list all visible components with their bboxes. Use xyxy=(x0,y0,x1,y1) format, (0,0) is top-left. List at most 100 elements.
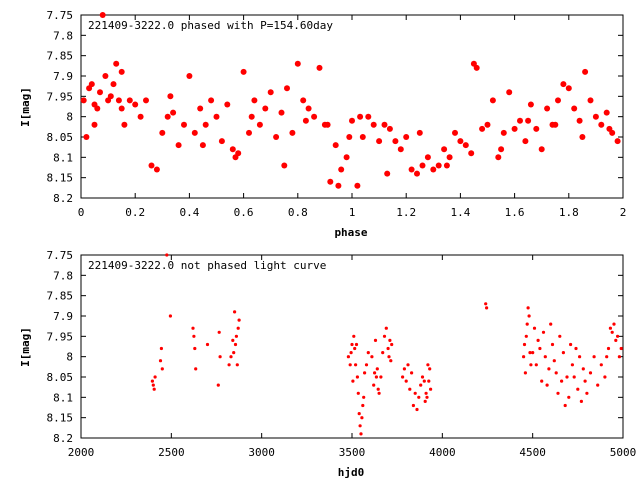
x-tick-label: 1.6 xyxy=(505,206,525,219)
data-point xyxy=(118,105,125,112)
x-tick-label: 4000 xyxy=(429,446,456,459)
y-tick-label: 7.95 xyxy=(47,330,74,343)
x-tick-label: 4500 xyxy=(519,446,546,459)
data-point xyxy=(237,318,241,322)
data-point xyxy=(606,346,611,351)
data-point xyxy=(558,334,562,338)
data-point xyxy=(389,359,393,363)
data-point xyxy=(517,117,523,124)
y-tick-labels: 7.75 7.8 7.85 7.9 7.95 8 8.05 8.1 8.15 8.2 xyxy=(47,249,623,445)
plot-frame xyxy=(80,14,624,199)
data-point xyxy=(419,383,423,387)
data-point xyxy=(311,113,318,120)
data-point xyxy=(218,138,225,145)
data-point xyxy=(150,379,154,383)
data-point xyxy=(608,326,613,330)
data-point xyxy=(576,387,580,391)
data-point xyxy=(316,64,323,71)
y-tick-label: 8.1 xyxy=(53,151,73,164)
data-point xyxy=(232,351,236,355)
data-point xyxy=(170,109,177,116)
data-point xyxy=(80,97,87,104)
data-point xyxy=(213,113,220,120)
y-axis-label: I[mag] xyxy=(19,327,32,367)
data-point xyxy=(354,342,359,347)
data-point xyxy=(97,89,103,96)
data-point xyxy=(191,129,198,136)
data-point xyxy=(592,355,596,359)
x-tick-label: 3000 xyxy=(248,446,275,459)
data-point xyxy=(552,121,559,128)
data-point xyxy=(366,351,370,355)
data-point xyxy=(581,367,585,371)
data-point xyxy=(346,355,350,359)
data-point xyxy=(534,363,538,367)
data-point xyxy=(416,129,423,136)
data-point xyxy=(489,97,496,104)
data-point xyxy=(452,129,458,136)
data-point xyxy=(151,383,155,387)
data-point xyxy=(528,351,532,355)
data-point xyxy=(563,403,567,408)
data-point xyxy=(587,97,594,104)
data-point xyxy=(273,134,280,140)
data-point xyxy=(531,351,535,355)
data-point xyxy=(126,97,133,104)
data-point xyxy=(574,346,578,351)
data-point xyxy=(267,89,274,96)
x-tick-label: 2 xyxy=(620,206,627,219)
data-point xyxy=(284,85,290,92)
data-point xyxy=(113,60,120,67)
data-point xyxy=(194,367,198,371)
data-point xyxy=(199,142,206,149)
data-point xyxy=(565,85,572,92)
data-point xyxy=(191,326,195,330)
data-point xyxy=(335,182,342,189)
x-tick-label: 2500 xyxy=(158,446,185,459)
data-point xyxy=(576,117,583,124)
data-point xyxy=(552,359,556,363)
data-point xyxy=(538,346,542,351)
y-axis-label: I[mag] xyxy=(19,87,32,127)
x-tick-label: 0.6 xyxy=(234,206,254,219)
data-point xyxy=(567,395,571,399)
data-point xyxy=(406,363,410,367)
data-point xyxy=(370,121,377,128)
data-point xyxy=(561,351,566,355)
data-point xyxy=(532,326,537,330)
data-point xyxy=(294,60,301,67)
data-point xyxy=(414,170,420,177)
data-point xyxy=(413,391,417,395)
data-point xyxy=(364,363,369,367)
data-point xyxy=(324,121,331,128)
data-point xyxy=(386,125,393,132)
x-tick-label: 0 xyxy=(78,206,85,219)
data-point xyxy=(168,314,172,318)
data-point xyxy=(375,367,379,371)
data-point xyxy=(547,367,551,371)
data-point xyxy=(572,375,576,379)
data-point xyxy=(556,391,560,395)
data-point xyxy=(522,342,527,347)
data-point xyxy=(554,371,558,375)
data-point xyxy=(386,346,390,351)
data-point xyxy=(165,253,169,257)
data-point xyxy=(598,121,605,128)
data-point xyxy=(382,334,387,338)
data-point xyxy=(233,342,238,347)
data-point xyxy=(351,379,355,383)
data-point xyxy=(592,113,599,120)
data-point xyxy=(441,146,448,153)
y-tick-label: 7.9 xyxy=(53,70,73,83)
data-point xyxy=(227,363,231,367)
y-tick-label: 7.8 xyxy=(53,269,73,282)
data-point xyxy=(498,146,505,153)
data-point xyxy=(346,134,353,140)
data-point xyxy=(348,363,352,367)
data-point xyxy=(570,363,575,367)
data-point xyxy=(350,342,354,347)
data-point xyxy=(422,379,426,383)
data-point xyxy=(118,68,125,75)
data-point xyxy=(327,178,334,185)
